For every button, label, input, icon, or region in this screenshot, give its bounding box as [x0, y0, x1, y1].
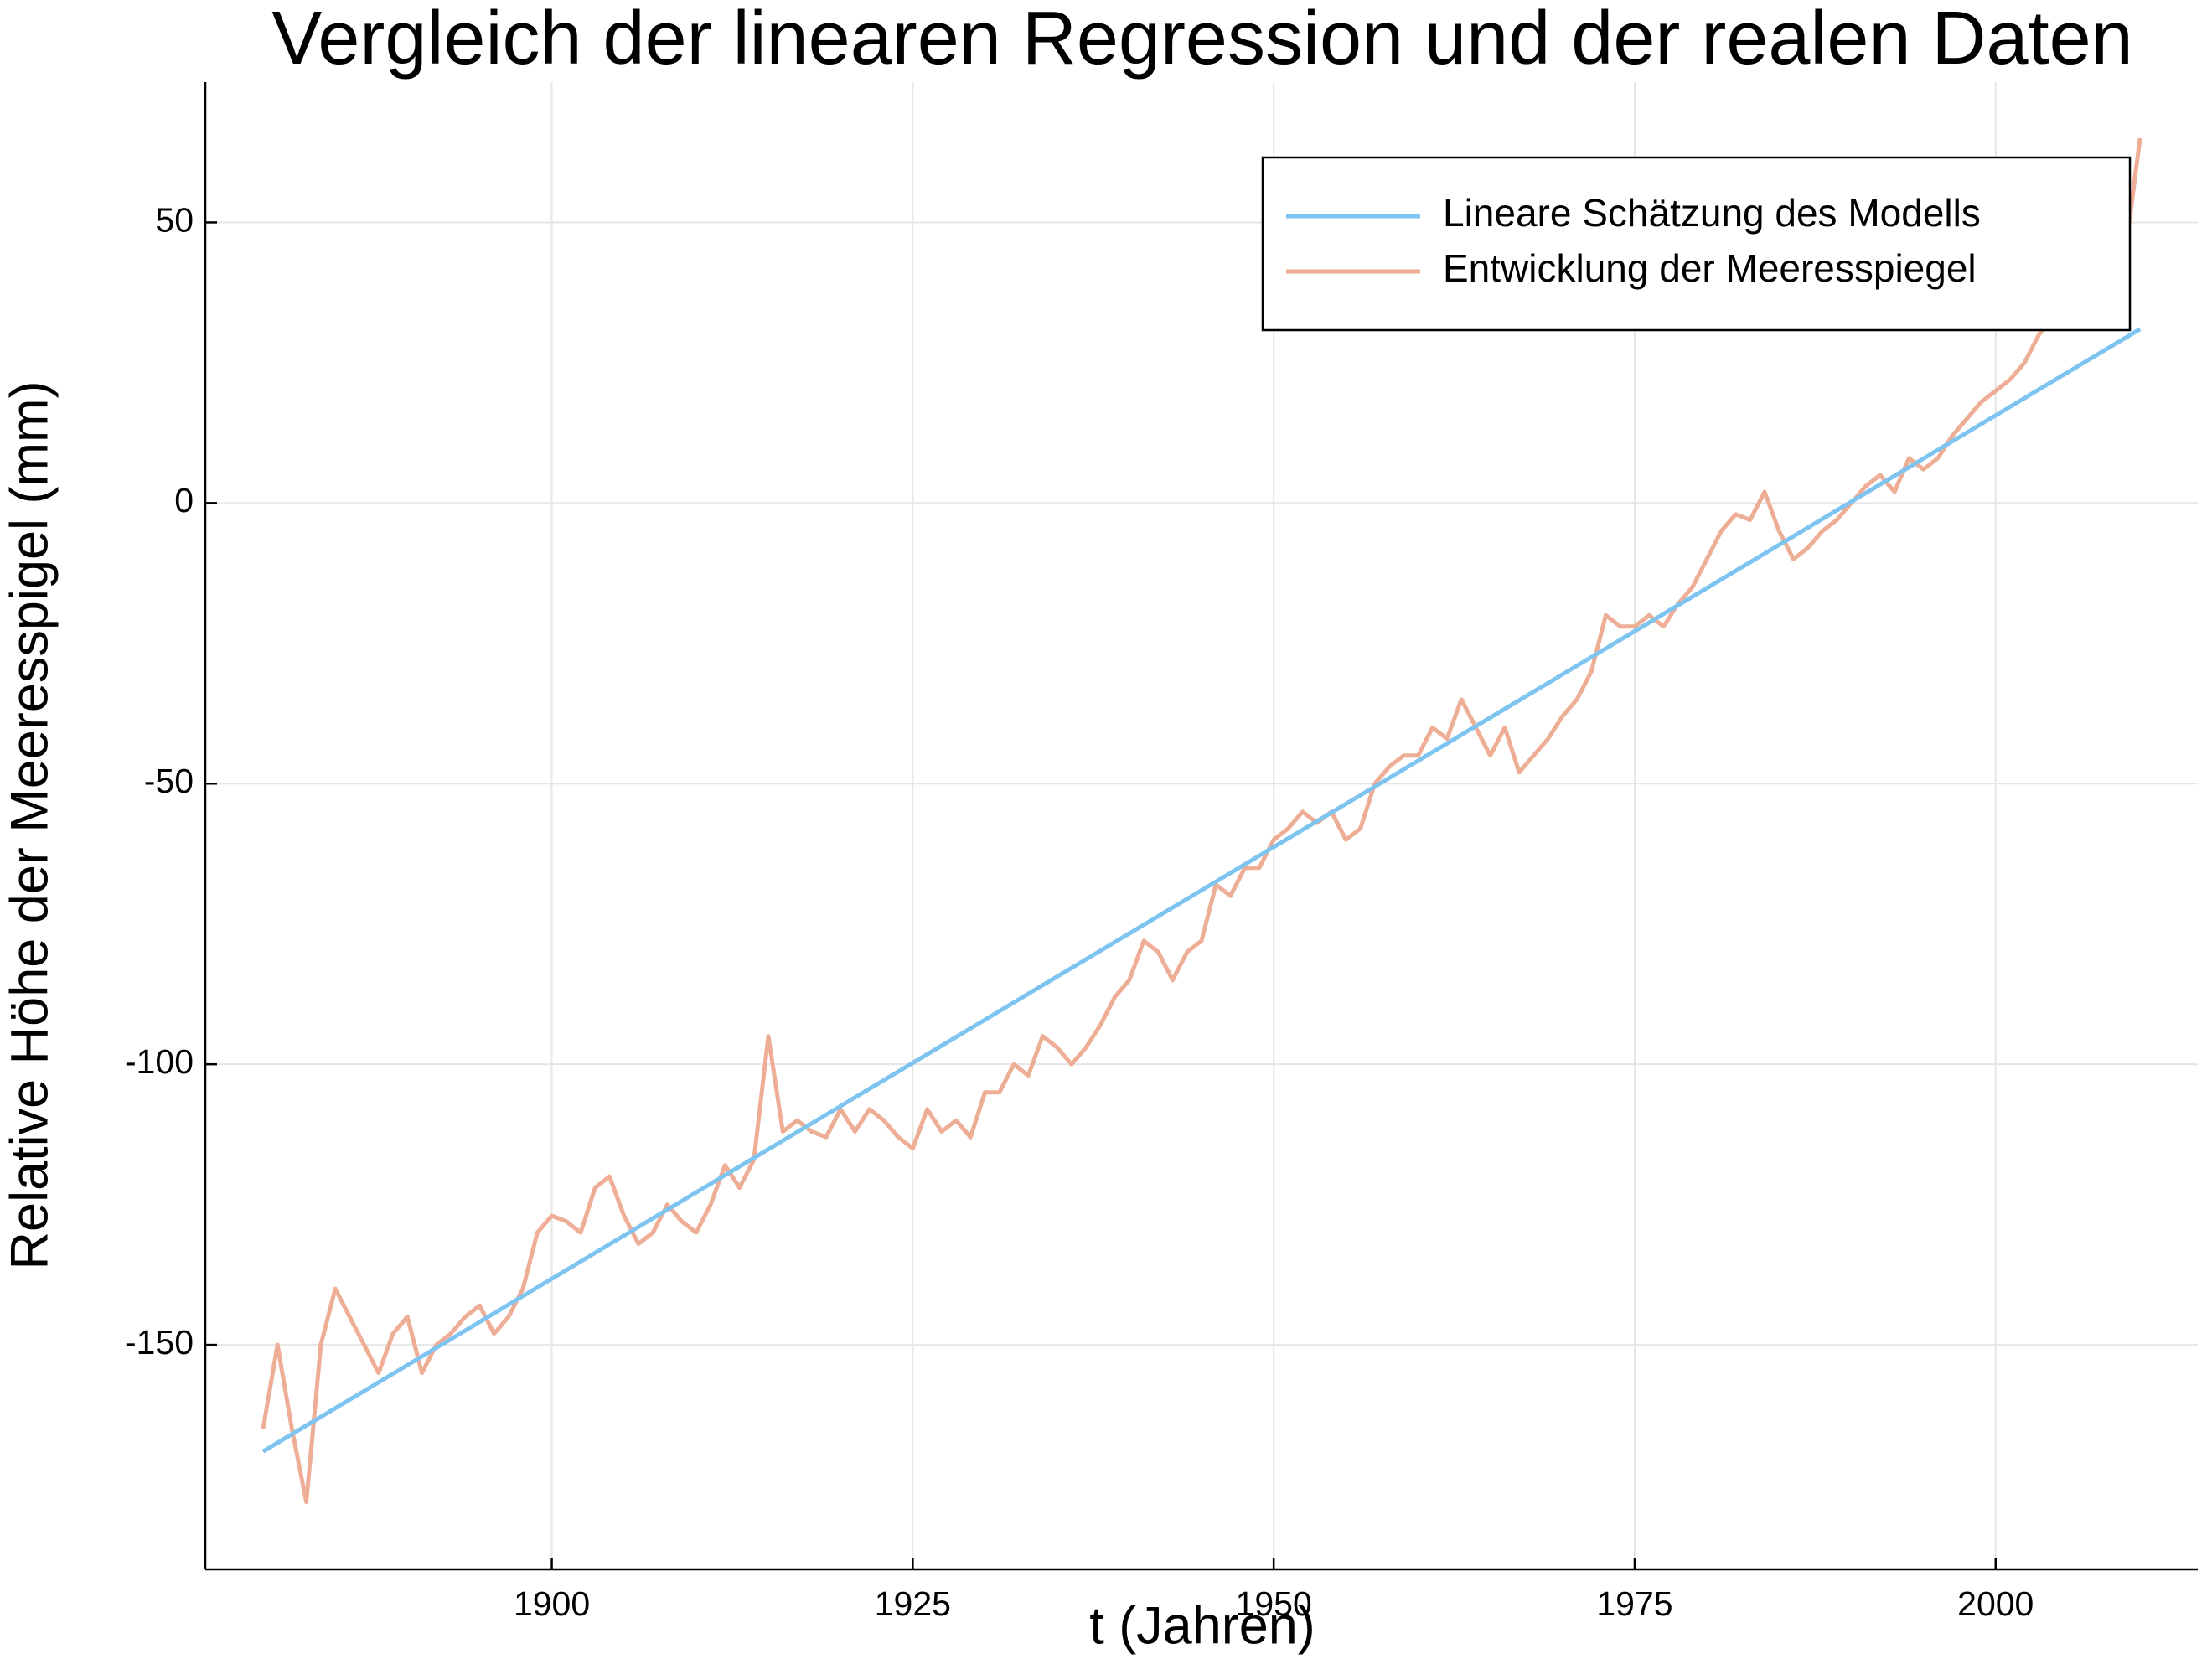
y-tick-label: 50 — [155, 200, 194, 239]
x-tick-label: 1900 — [514, 1584, 590, 1623]
y-tick-label: 0 — [174, 481, 194, 519]
chart-title: Vergleich der linearen Regression und de… — [271, 0, 2132, 80]
y-tick-label: -150 — [125, 1323, 194, 1362]
series-line — [261, 327, 2142, 1454]
legend-box — [1261, 156, 2132, 332]
series-line — [261, 137, 2142, 1505]
x-tick-label: 1925 — [875, 1584, 951, 1623]
y-tick-label: -50 — [144, 762, 194, 800]
legend-label: Entwicklung der Meeresspiegel — [1443, 246, 1977, 290]
x-tick-label: 2000 — [1957, 1584, 2034, 1623]
x-tick-label: 1950 — [1236, 1584, 1312, 1623]
y-axis-label: Relative Höhe der Meeresspigel (mm) — [1, 381, 59, 1270]
y-tick-label: -100 — [125, 1042, 194, 1081]
x-axis-label: t (Jahren) — [1089, 1597, 1315, 1656]
legend-label: Lineare Schätzung des Modells — [1443, 191, 1981, 235]
x-tick-label: 1975 — [1596, 1584, 1672, 1623]
